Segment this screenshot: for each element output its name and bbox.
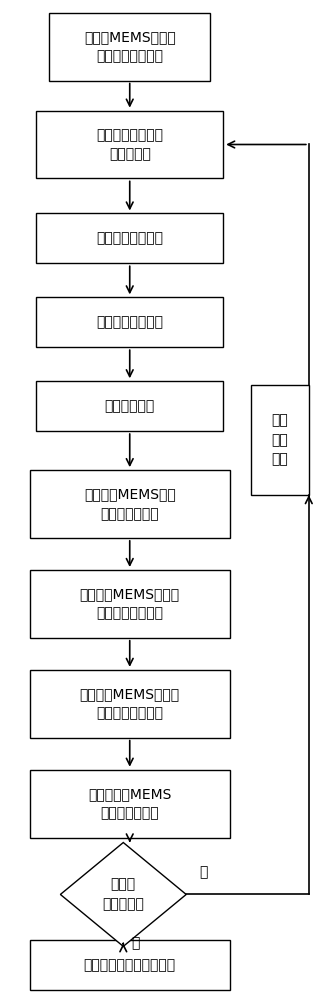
Text: 否: 否 bbox=[199, 865, 207, 879]
FancyBboxPatch shape bbox=[30, 770, 230, 838]
Text: 分布式MEMS移相器
初始结构设计方案: 分布式MEMS移相器 初始结构设计方案 bbox=[84, 30, 176, 63]
Text: 计算每个MEMS桥与传
输线的可变电容值: 计算每个MEMS桥与传 输线的可变电容值 bbox=[80, 587, 180, 621]
FancyBboxPatch shape bbox=[36, 213, 223, 263]
Text: 改变
结构
参数: 改变 结构 参数 bbox=[272, 414, 288, 467]
FancyBboxPatch shape bbox=[49, 13, 210, 81]
FancyBboxPatch shape bbox=[30, 570, 230, 638]
FancyBboxPatch shape bbox=[36, 111, 223, 178]
Text: 确定工作环境条件: 确定工作环境条件 bbox=[96, 315, 163, 329]
Text: 建立每个MEMS桥相移
量的机电耦合模型: 建立每个MEMS桥相移 量的机电耦合模型 bbox=[80, 687, 180, 720]
Text: 提取每个MEMS桥高
度的最大偏移量: 提取每个MEMS桥高 度的最大偏移量 bbox=[84, 487, 176, 521]
Text: 计算分布式MEMS
移相器的相移量: 计算分布式MEMS 移相器的相移量 bbox=[88, 787, 171, 820]
Text: 确定结构参数和电
磁工作参数: 确定结构参数和电 磁工作参数 bbox=[96, 128, 163, 161]
Text: 是: 是 bbox=[131, 936, 140, 950]
FancyBboxPatch shape bbox=[30, 470, 230, 538]
FancyBboxPatch shape bbox=[251, 385, 309, 495]
Text: 结构力学分析: 结构力学分析 bbox=[105, 399, 155, 413]
FancyBboxPatch shape bbox=[30, 940, 230, 990]
Text: 移相器结构设计方案合适: 移相器结构设计方案合适 bbox=[84, 958, 176, 972]
FancyBboxPatch shape bbox=[30, 670, 230, 738]
Polygon shape bbox=[60, 843, 186, 946]
Text: 计算等效电路参数: 计算等效电路参数 bbox=[96, 231, 163, 245]
Text: 相移量
满足要求？: 相移量 满足要求？ bbox=[102, 878, 144, 911]
FancyBboxPatch shape bbox=[36, 381, 223, 431]
FancyBboxPatch shape bbox=[36, 297, 223, 347]
